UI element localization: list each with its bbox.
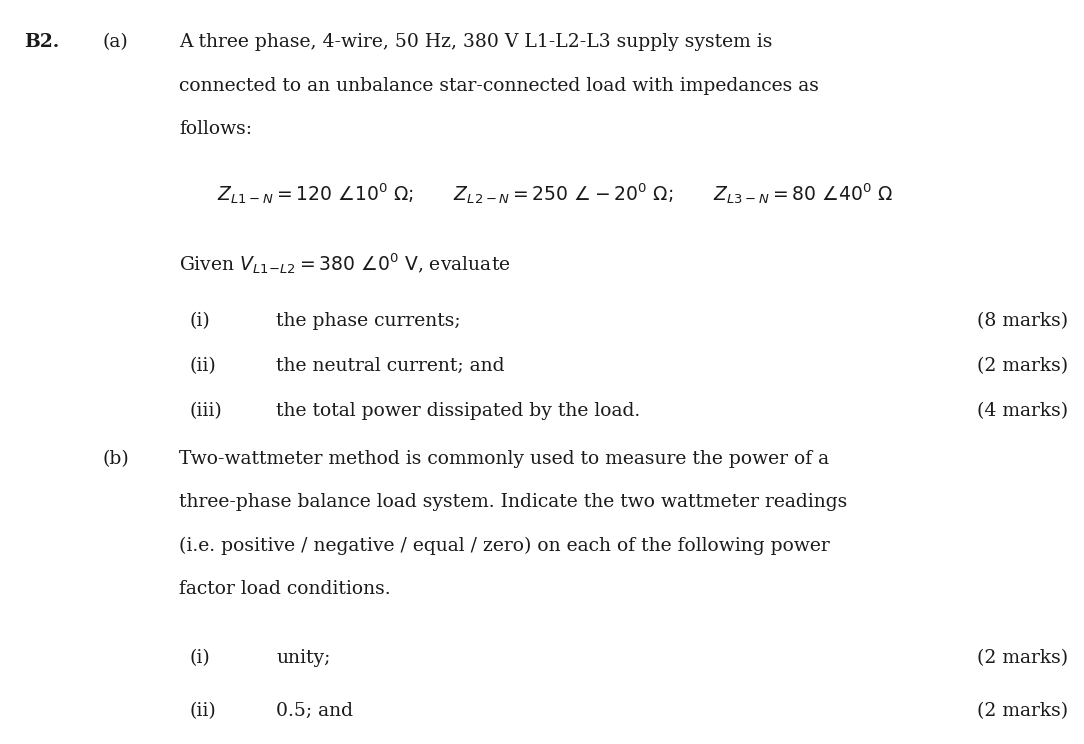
Text: follows:: follows: bbox=[179, 120, 251, 138]
Text: (a): (a) bbox=[103, 33, 129, 51]
Text: (iii): (iii) bbox=[190, 402, 222, 420]
Text: the phase currents;: the phase currents; bbox=[276, 312, 461, 330]
Text: connected to an unbalance star-connected load with impedances as: connected to an unbalance star-connected… bbox=[179, 77, 818, 94]
Text: (b): (b) bbox=[103, 450, 130, 468]
Text: Given $V_{L1\mathsf{-}L2} = 380\ \angle 0^{0}\ \mathrm{V}$, evaluate: Given $V_{L1\mathsf{-}L2} = 380\ \angle … bbox=[179, 251, 511, 275]
Text: (i): (i) bbox=[190, 649, 210, 667]
Text: (8 marks): (8 marks) bbox=[977, 312, 1068, 330]
Text: (i.e. positive / negative / equal / zero) on each of the following power: (i.e. positive / negative / equal / zero… bbox=[179, 536, 829, 555]
Text: unity;: unity; bbox=[276, 649, 331, 667]
Text: the total power dissipated by the load.: the total power dissipated by the load. bbox=[276, 402, 641, 420]
Text: (2 marks): (2 marks) bbox=[977, 357, 1068, 375]
Text: (ii): (ii) bbox=[190, 702, 217, 720]
Text: B2.: B2. bbox=[24, 33, 60, 51]
Text: A three phase, 4-wire, 50 Hz, 380 V L1-L2-L3 supply system is: A three phase, 4-wire, 50 Hz, 380 V L1-L… bbox=[179, 33, 772, 51]
Text: 0.5; and: 0.5; and bbox=[276, 702, 353, 720]
Text: (2 marks): (2 marks) bbox=[977, 649, 1068, 667]
Text: (4 marks): (4 marks) bbox=[977, 402, 1068, 420]
Text: three-phase balance load system. Indicate the two wattmeter readings: three-phase balance load system. Indicat… bbox=[179, 493, 847, 511]
Text: $Z_{L1-N} = 120\ \angle 10^{0}\ \Omega;$$\quad\quad Z_{L2-N} = 250\ \angle -20^{: $Z_{L1-N} = 120\ \angle 10^{0}\ \Omega;$… bbox=[217, 182, 893, 206]
Text: (2 marks): (2 marks) bbox=[977, 702, 1068, 720]
Text: (ii): (ii) bbox=[190, 357, 217, 375]
Text: factor load conditions.: factor load conditions. bbox=[179, 580, 390, 597]
Text: the neutral current; and: the neutral current; and bbox=[276, 357, 505, 375]
Text: (i): (i) bbox=[190, 312, 210, 330]
Text: Two-wattmeter method is commonly used to measure the power of a: Two-wattmeter method is commonly used to… bbox=[179, 450, 829, 468]
